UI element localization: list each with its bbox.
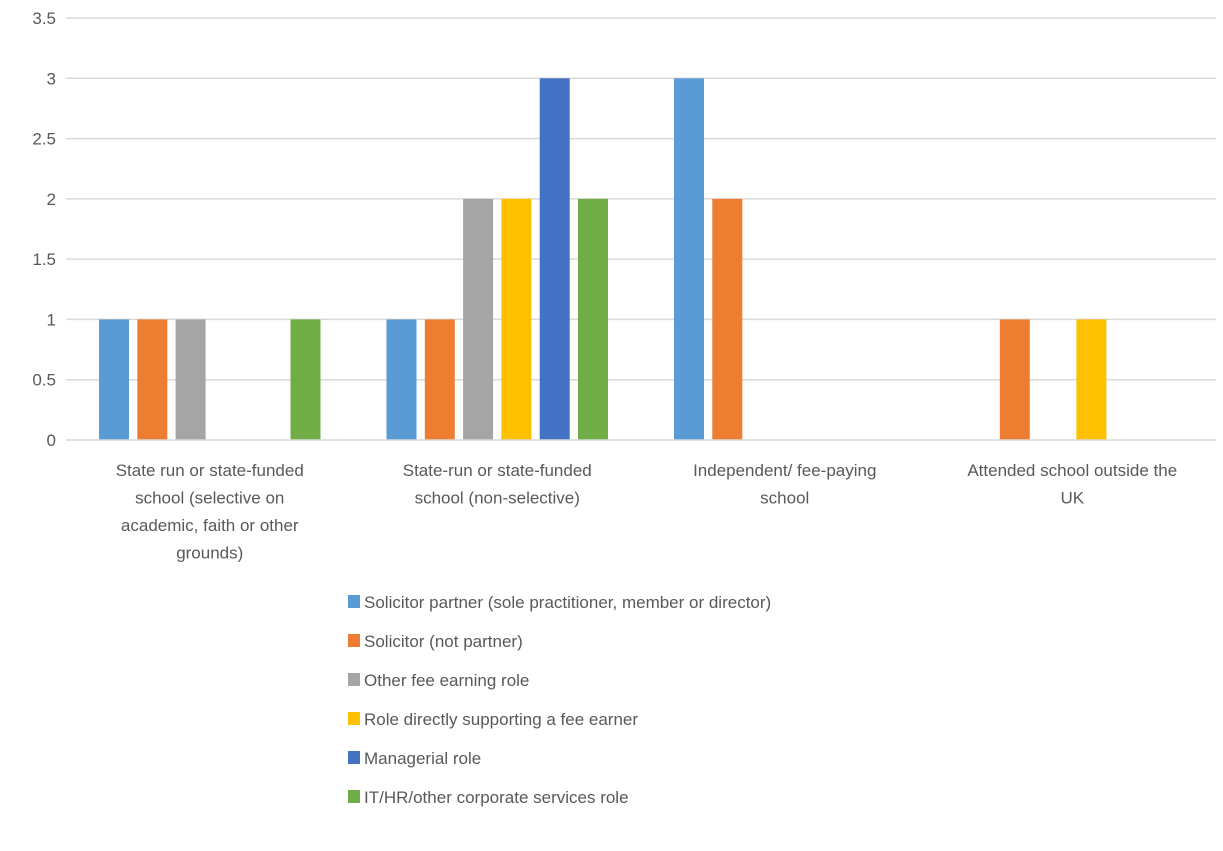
x-tick-label: school (selective on — [135, 489, 284, 508]
legend-swatch — [348, 712, 360, 725]
bar — [539, 78, 570, 441]
bar — [578, 198, 608, 440]
legend-swatch — [348, 595, 360, 608]
y-tick-label: 0 — [47, 431, 56, 450]
bar — [1076, 319, 1107, 440]
gridlines — [66, 17, 1216, 381]
y-tick-label: 0.5 — [32, 371, 56, 390]
x-tick-label: school (non-selective) — [415, 489, 580, 508]
legend-item: Other fee earning role — [348, 671, 529, 690]
x-tick-label: State run or state-funded — [116, 461, 304, 480]
x-tick-label: State-run or state-funded — [403, 461, 592, 480]
legend-item: Solicitor (not partner) — [348, 632, 523, 651]
bar — [386, 319, 417, 440]
legend-label: IT/HR/other corporate services role — [364, 788, 629, 807]
bar — [674, 78, 704, 441]
y-tick-label: 3 — [47, 69, 56, 88]
x-tick-label: UK — [1060, 489, 1084, 508]
y-tick-label: 2 — [47, 190, 56, 209]
y-tick-label: 1.5 — [32, 250, 56, 269]
x-tick-label: Attended school outside the — [967, 461, 1177, 480]
x-axis-categories: State run or state-funded school (selecti… — [116, 461, 1177, 563]
legend-label: Other fee earning role — [364, 671, 529, 690]
bar — [501, 198, 532, 440]
bars — [99, 78, 1107, 441]
legend: Solicitor partner (sole practitioner, me… — [348, 593, 771, 807]
bar — [424, 319, 455, 440]
y-tick-label: 1 — [47, 310, 56, 329]
legend-label: Managerial role — [364, 749, 481, 768]
y-tick-label: 3.5 — [32, 9, 56, 28]
x-tick-label: academic, faith or other — [121, 516, 299, 535]
bar — [137, 319, 168, 440]
legend-swatch — [348, 673, 360, 686]
x-tick-label: school — [760, 489, 809, 508]
bar — [999, 319, 1030, 440]
legend-item: Role directly supporting a fee earner — [348, 710, 638, 729]
bar — [290, 319, 321, 440]
legend-label: Solicitor (not partner) — [364, 632, 523, 651]
legend-swatch — [348, 634, 360, 647]
x-tick-label: grounds) — [176, 544, 243, 563]
legend-label: Role directly supporting a fee earner — [364, 710, 638, 729]
y-axis-ticks: 0 0.5 1 1.5 2 2.5 3 3.5 — [32, 9, 56, 450]
x-tick-label: Independent/ fee-paying — [693, 461, 876, 480]
bar — [463, 198, 494, 440]
legend-item: IT/HR/other corporate services role — [348, 788, 629, 807]
bar — [99, 319, 129, 440]
y-tick-label: 2.5 — [32, 130, 56, 149]
bar — [712, 198, 743, 440]
legend-swatch — [348, 751, 360, 764]
legend-label: Solicitor partner (sole practitioner, me… — [364, 593, 771, 612]
bar — [175, 319, 206, 440]
legend-swatch — [348, 790, 360, 803]
legend-item: Managerial role — [348, 749, 481, 768]
legend-item: Solicitor partner (sole practitioner, me… — [348, 593, 771, 612]
